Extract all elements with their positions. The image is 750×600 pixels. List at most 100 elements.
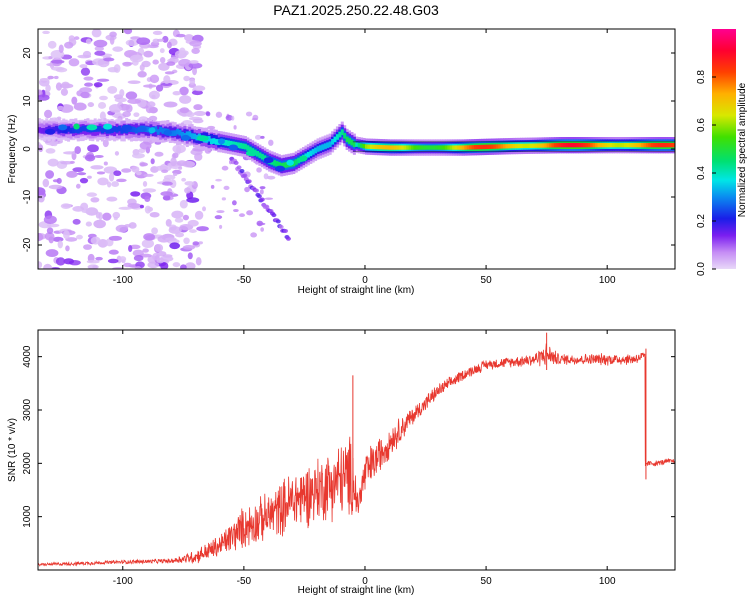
- spectrogram-ridge-cell: [345, 136, 349, 143]
- spectrogram-ridge-cell: [389, 145, 393, 150]
- colorbar-tick-label: 0.8: [696, 70, 707, 84]
- spectrogram-noise-blob: [102, 139, 109, 148]
- spectrogram-ridge-cell: [47, 125, 51, 132]
- spectrogram-noise-blob: [125, 91, 138, 100]
- spectrogram-noise-blob: [160, 262, 169, 269]
- spectrogram-ridge-cell: [67, 126, 71, 132]
- spectrogram-noise-blob: [215, 178, 222, 182]
- spectrogram-x-label: Height of straight line (km): [298, 285, 415, 296]
- spectrogram-ridge-cell: [614, 143, 618, 148]
- spectrogram-noise-blob: [205, 111, 211, 117]
- spectrogram-ridge-cell: [285, 162, 289, 168]
- spectrogram-noise-blob: [113, 170, 122, 177]
- spectrogram-noise-blob: [39, 77, 51, 82]
- spectrogram-ridge-cell: [71, 127, 75, 134]
- spectrogram-noise-blob: [83, 244, 92, 250]
- spectrogram-ridge-cell: [568, 143, 572, 148]
- y-tick-label: 20: [22, 47, 33, 59]
- spectrogram-ridge-cell: [178, 129, 182, 136]
- spectrogram-noise-blob: [90, 236, 101, 245]
- spectrogram-ridge-cell: [662, 143, 666, 148]
- x-tick-label: -100: [113, 576, 133, 587]
- spectrogram-noise-blob: [139, 204, 144, 209]
- spectrogram-ridge-cell: [595, 143, 599, 148]
- spectrogram-ridge-cell: [398, 145, 402, 150]
- spectrogram-noise-blob: [268, 139, 274, 146]
- spectrogram-noise-blob: [178, 58, 192, 67]
- spectrogram-noise-blob: [159, 57, 166, 64]
- spectrogram-ridge-cell: [100, 127, 104, 134]
- spectrogram-ridge-blob: [73, 123, 80, 130]
- spectrogram-ridge-cell: [321, 144, 325, 150]
- spectrogram-ridge-cell: [159, 126, 163, 133]
- spectrogram-ridge-cell: [670, 143, 674, 148]
- spectrogram-noise-blob: [112, 211, 121, 219]
- spectrogram-ridge-cell: [524, 143, 528, 148]
- spectrogram-noise-blob: [108, 235, 123, 241]
- spectrogram-ridge-cell: [638, 143, 642, 148]
- spectrogram-noise-blob: [142, 248, 149, 253]
- spectrogram-noise-blob: [163, 174, 176, 180]
- spectrogram-noise-blob: [136, 37, 151, 46]
- spectrogram-noise-blob: [138, 148, 146, 154]
- spectrogram-noise-blob: [85, 38, 92, 45]
- spectrogram-noise-blob: [51, 66, 65, 71]
- spectrogram-noise-blob: [195, 257, 202, 266]
- spectrogram-noise-blob: [221, 165, 229, 171]
- spectrogram-noise-blob: [38, 194, 45, 203]
- spectrogram-noise-blob: [139, 141, 152, 150]
- spectrogram-noise-blob: [187, 252, 193, 260]
- spectrogram-noise-blob: [68, 58, 80, 67]
- spectrogram-noise-blob: [152, 252, 160, 261]
- spectrogram-ridge-cell: [333, 136, 337, 143]
- spectrogram-ridge-cell: [495, 144, 499, 149]
- spectrogram-ridge-cell: [461, 145, 465, 150]
- spectrogram-ridge-cell: [621, 143, 625, 148]
- spectrogram-noise-blob: [210, 184, 215, 189]
- spectrogram-ridge-cell: [507, 144, 511, 149]
- spectrogram-noise-blob: [163, 101, 178, 108]
- y-tick-label: -10: [22, 189, 33, 204]
- spectrogram-noise-blob: [169, 242, 181, 250]
- spectrogram-ridge-cell: [352, 141, 356, 148]
- spectrogram-ridge-cell: [660, 143, 664, 148]
- spectrogram-ridge-cell: [173, 130, 177, 136]
- spectrogram-noise-blob: [133, 255, 144, 262]
- spectrogram-noise-blob: [80, 202, 89, 211]
- spectrogram-noise-blob: [107, 67, 119, 73]
- spectrogram-ridge-blob: [286, 159, 294, 166]
- spectrogram-branch-blob: [271, 213, 277, 218]
- spectrogram-noise-blob: [189, 78, 196, 85]
- spectrogram-branch-blob: [275, 219, 281, 224]
- spectrogram-noise-blob: [189, 229, 197, 233]
- spectrogram-ridge-cell: [408, 145, 412, 150]
- spectrogram-ridge-cell: [185, 131, 189, 138]
- spectrogram-noise-blob: [207, 125, 216, 130]
- spectrogram-noise-blob: [63, 151, 76, 155]
- spectrogram-noise-blob: [149, 211, 160, 218]
- spectrogram-ridge-cell: [631, 143, 635, 148]
- spectrogram-ridge-cell: [62, 127, 66, 134]
- spectrogram-noise-blob: [193, 104, 203, 111]
- spectrogram-ridge-cell: [81, 125, 85, 132]
- spectrogram-ridge-cell: [384, 145, 388, 150]
- spectrogram-ridge-blob: [44, 128, 56, 135]
- spectrogram-noise-blob: [170, 157, 177, 167]
- spectrogram-ridge-cell: [447, 145, 451, 150]
- spectrogram-noise-blob: [71, 96, 78, 105]
- spectrogram-ridge-cell: [556, 143, 560, 148]
- spectrogram-ridge-cell: [493, 144, 497, 149]
- spectrogram-noise-blob: [152, 59, 159, 65]
- spectrogram-noise-blob: [43, 215, 57, 225]
- spectrogram-ridge-cell: [435, 145, 439, 150]
- x-tick-label: -50: [237, 576, 252, 587]
- spectrogram-ridge-cell: [396, 145, 400, 150]
- x-tick-label: 100: [599, 275, 616, 286]
- spectrogram-ridge-cell: [648, 143, 652, 148]
- spectrogram-y-ticks: -20 -10 0 10 20: [22, 47, 675, 252]
- spectrogram-noise-blob: [55, 257, 66, 266]
- spectrogram-ridge-cell: [672, 143, 675, 148]
- spectrogram-noise-blob: [184, 181, 195, 186]
- spectrogram-ridge-cell: [575, 143, 579, 148]
- spectrogram-noise-blob: [175, 33, 186, 38]
